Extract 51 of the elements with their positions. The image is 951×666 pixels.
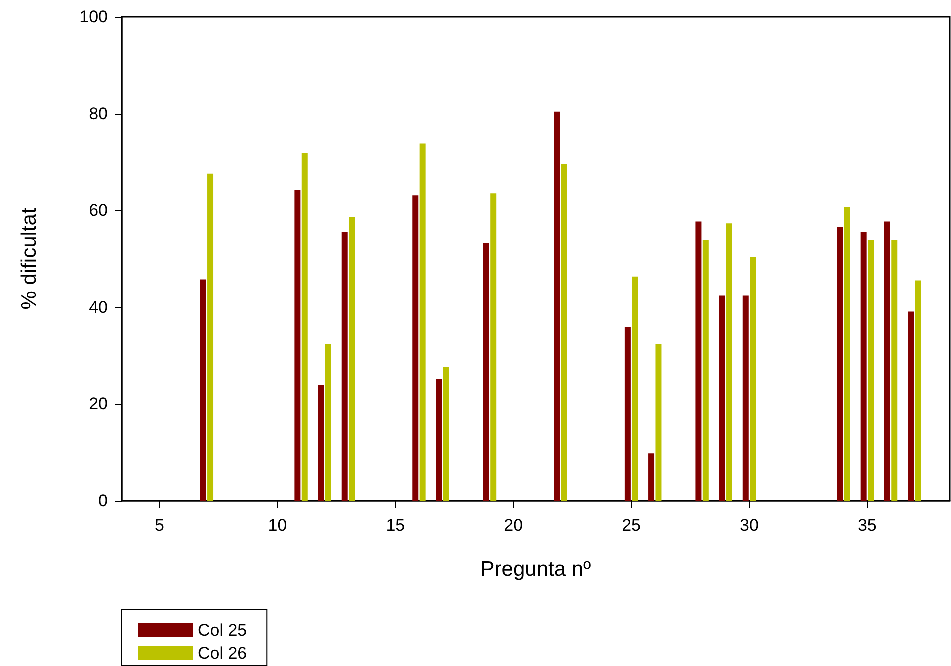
bar [349,217,356,501]
y-tick-label: 80 [89,104,108,124]
bar [750,258,756,501]
bar [554,112,560,501]
y-tick-label: 40 [89,298,108,317]
bar [436,380,442,501]
bar [837,228,844,501]
bar [632,276,638,501]
bar [483,243,490,501]
bar [420,144,426,501]
bar [868,240,874,501]
x-tick-label: 25 [622,516,641,535]
bar [884,222,890,501]
x-tick-label: 10 [268,516,288,535]
x-axis-title: Pregunta nº [480,558,592,581]
y-tick-label: 60 [89,201,108,220]
x-tick-label: 35 [858,516,877,535]
bar [719,296,726,501]
y-tick-label: 100 [80,8,108,26]
bar [742,296,749,501]
legend-label: Col 26 [198,644,248,663]
bar [443,367,450,501]
bar [892,240,898,501]
bar [412,196,419,501]
bar [325,344,332,501]
bar [656,344,662,501]
bar [908,312,914,501]
x-tick-label: 20 [504,516,524,535]
bar [490,194,497,501]
bar [844,207,850,501]
bar [648,454,655,501]
y-axis-title: % dificultat [18,208,41,310]
legend-label: Col 25 [198,621,248,640]
bar [200,280,206,501]
x-tick-label: 15 [386,516,406,535]
bar [561,164,568,501]
bar [318,385,324,501]
bar [726,224,732,501]
y-tick-label: 0 [98,492,108,510]
x-tick-label: 30 [740,516,759,535]
bar [342,232,348,501]
y-tick-label: 20 [89,394,108,414]
bar [624,327,631,501]
x-tick-label: 5 [155,516,164,535]
bar [915,280,922,501]
bar [294,190,301,501]
bar [302,153,308,501]
bar [208,174,214,501]
bar [696,222,702,501]
bar [860,232,867,501]
bar [702,240,709,501]
